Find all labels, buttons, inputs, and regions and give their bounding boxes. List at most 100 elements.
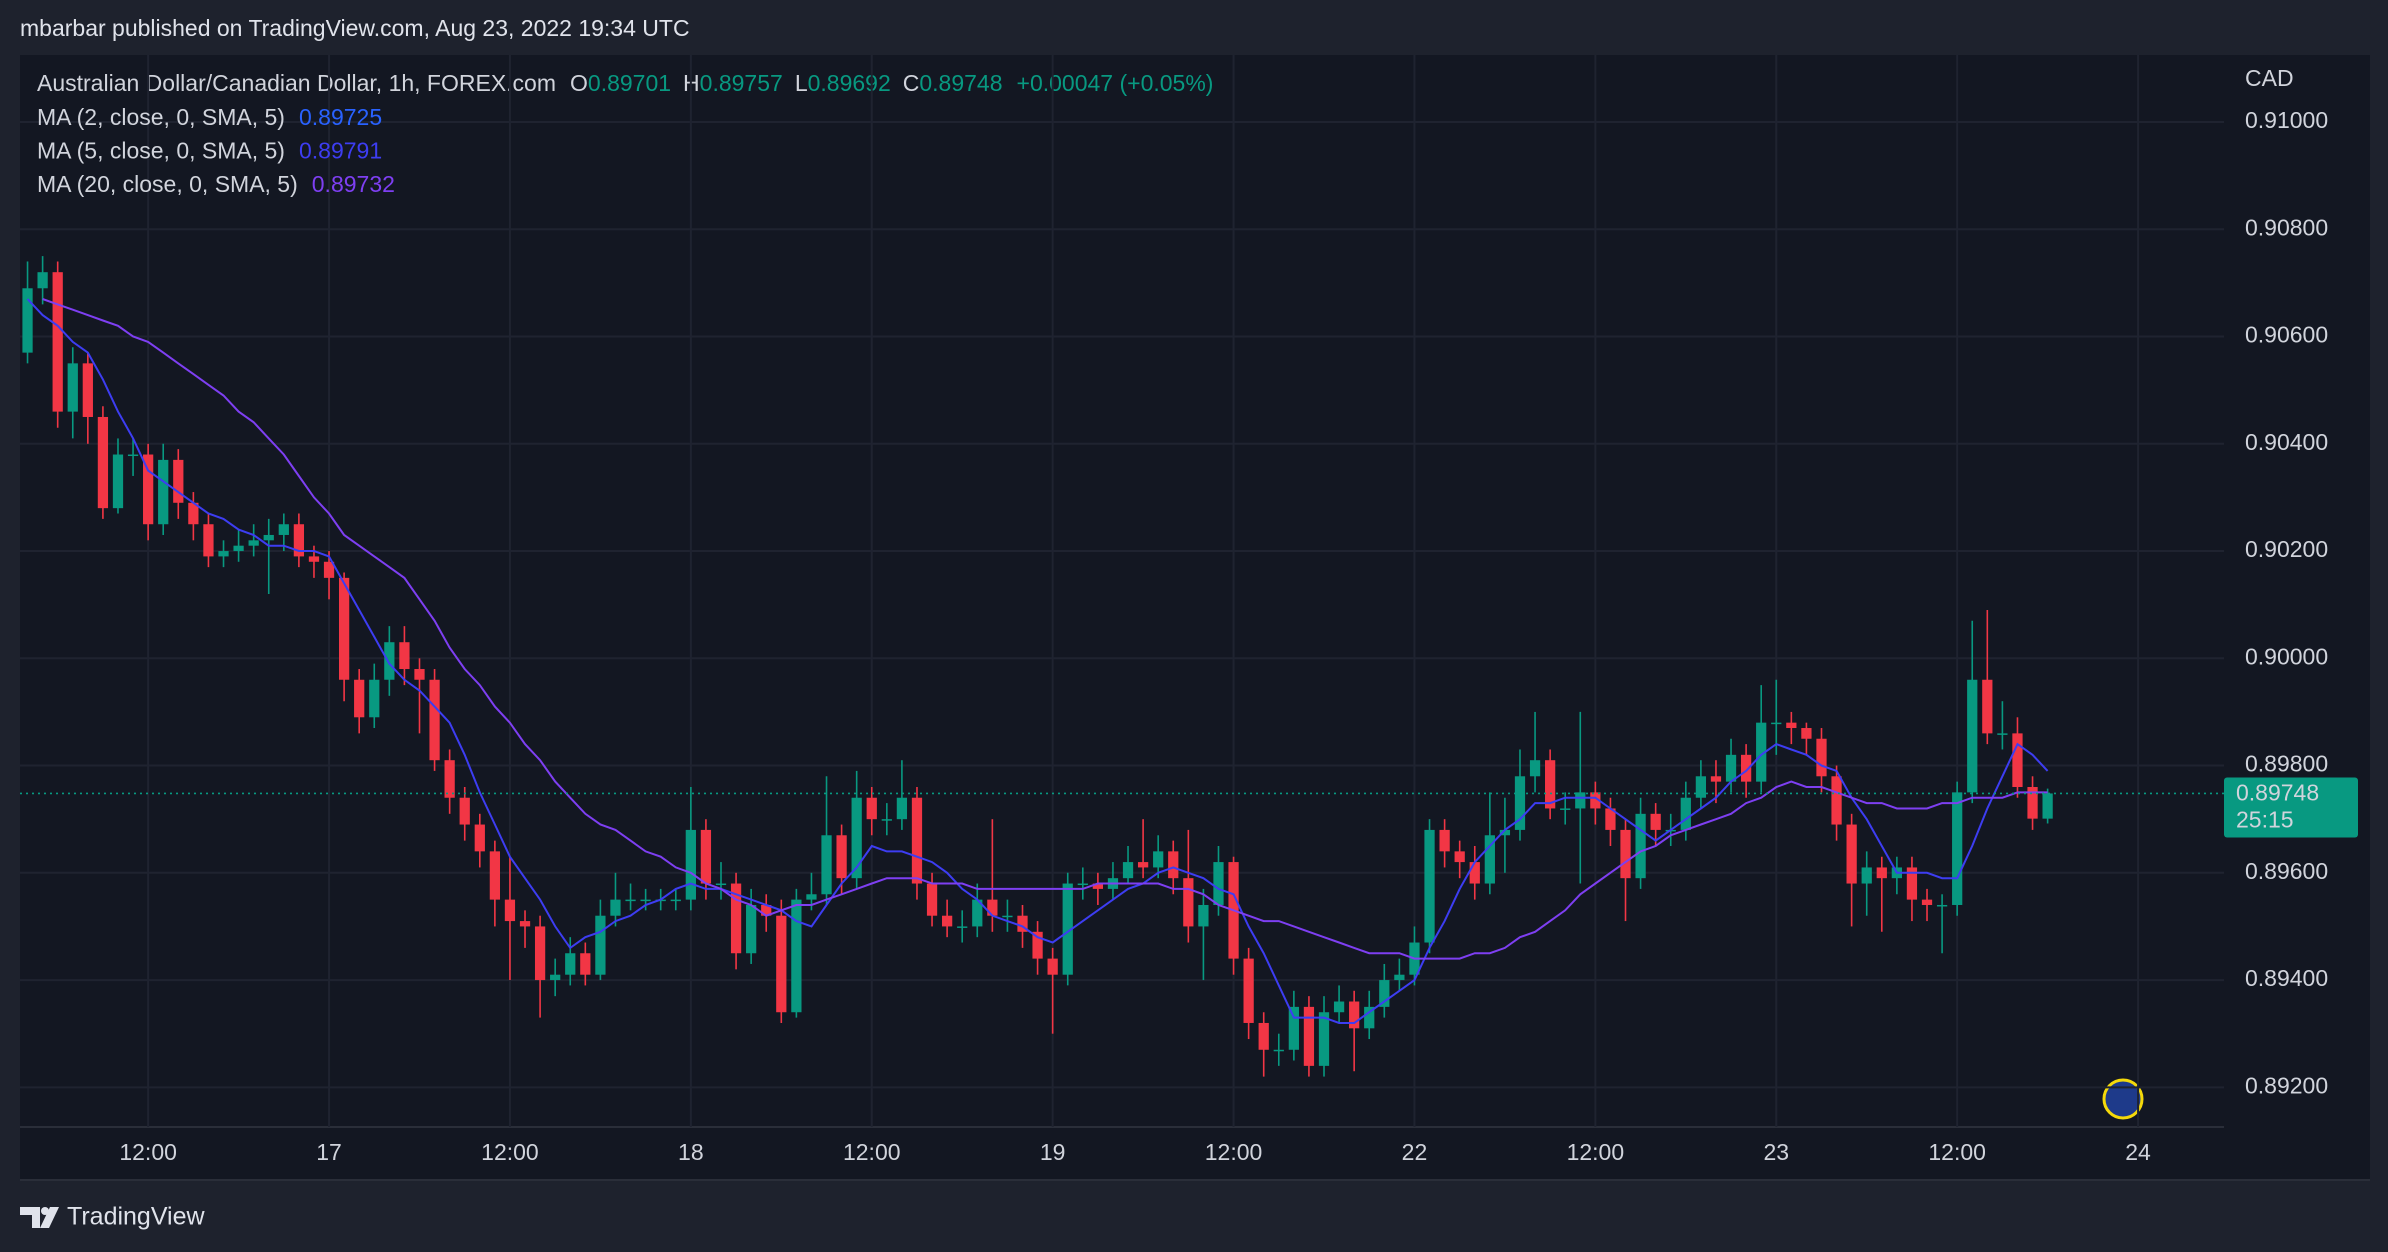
candle-body <box>1198 904 1209 927</box>
candle-body <box>1454 851 1465 863</box>
x-tick-label: 24 <box>2125 1139 2151 1165</box>
candle-body <box>1605 808 1616 830</box>
candle-body <box>248 540 259 546</box>
y-tick-label: 0.90000 <box>2245 643 2328 669</box>
candle-body <box>444 760 455 798</box>
logo-part <box>41 1207 49 1215</box>
x-tick-label: 19 <box>1040 1139 1066 1165</box>
grid <box>20 55 2224 1127</box>
candle-body <box>1318 1012 1330 1066</box>
candle-body <box>1439 829 1450 852</box>
candle-body <box>791 899 802 1013</box>
candle-body <box>685 829 696 900</box>
candle-body <box>1137 862 1149 868</box>
candle-body <box>1424 829 1435 943</box>
candle-body <box>97 416 109 509</box>
candle-body <box>1982 679 1993 734</box>
published-header: mbarbar published on TradingView.com, Au… <box>20 15 690 41</box>
candle-body <box>2042 793 2053 819</box>
candle-body <box>1303 1006 1315 1066</box>
candle-body <box>158 459 169 525</box>
logo-part <box>20 1207 40 1228</box>
candle-body <box>1349 1001 1360 1029</box>
candle-body <box>1710 776 1722 782</box>
ma-value: 0.89732 <box>312 171 395 197</box>
candle-body <box>67 363 78 412</box>
candle-body <box>550 974 561 981</box>
candle-body <box>1062 883 1073 975</box>
candle-body <box>1921 899 1933 905</box>
candle-body <box>1740 754 1752 782</box>
candle-body <box>1092 883 1104 889</box>
candle-body <box>52 272 63 412</box>
candle-body <box>233 545 244 552</box>
logo-part <box>40 1207 59 1228</box>
candle-body <box>595 915 606 975</box>
candle-body <box>1786 722 1797 729</box>
y-tick-label: 0.89200 <box>2245 1072 2328 1098</box>
country-flag-icon <box>2102 1078 2144 1120</box>
candles <box>22 256 2053 1077</box>
y-tick-label: 0.91000 <box>2245 107 2328 133</box>
candle-body <box>1273 1049 1284 1052</box>
candle-body <box>1333 1001 1345 1013</box>
candle-body <box>1288 1006 1299 1050</box>
candle-body <box>776 915 787 1013</box>
candle-body <box>1650 813 1661 830</box>
chart-panel <box>20 55 2370 1180</box>
countdown-label: 25:15 <box>2236 807 2294 833</box>
candle-body <box>188 502 199 525</box>
candle-body <box>308 556 320 562</box>
candle-body <box>1560 808 1571 810</box>
x-tick-label: 12:00 <box>481 1139 539 1165</box>
candle-body <box>82 363 93 417</box>
candle-body <box>1364 1006 1375 1029</box>
candle-body <box>1952 792 1963 905</box>
candle-body <box>761 904 772 916</box>
candle-body <box>1032 931 1043 959</box>
change-label: +0.00047 (+0.05%) <box>1017 70 1214 96</box>
candle-body <box>1620 829 1631 879</box>
ma-name: MA (5, close, 0, SMA, 5) <box>37 138 285 164</box>
candle-body <box>414 669 425 680</box>
candle-body <box>926 883 938 916</box>
ma-legend: MA (20, close, 0, SMA, 5) 0.89732 <box>37 171 395 197</box>
ohlc-value: 0.89692 <box>808 70 891 96</box>
candle-body <box>173 459 184 503</box>
candle-body <box>489 851 500 900</box>
candle-body <box>1469 862 1480 884</box>
candle-body <box>1514 776 1526 830</box>
candle-body <box>1906 867 1918 900</box>
candle-body <box>700 829 712 884</box>
candle-body <box>1168 851 1179 879</box>
candle-body <box>338 577 350 680</box>
ohlc-value: 0.89748 <box>919 70 1002 96</box>
candle-body <box>1183 878 1194 927</box>
candle-body <box>610 899 621 916</box>
candle-body <box>1801 728 1812 739</box>
candle-body <box>1213 862 1224 905</box>
candle-body <box>851 797 862 879</box>
candle-body <box>323 561 335 578</box>
candle-body <box>715 883 727 886</box>
candle-body <box>911 797 923 884</box>
candle-body <box>1876 867 1887 879</box>
candle-body <box>504 899 516 922</box>
candle-body <box>1831 776 1842 825</box>
candle-body <box>866 797 877 820</box>
candle-body <box>1499 829 1511 836</box>
candle-body <box>987 899 998 916</box>
candle-body <box>670 899 681 902</box>
candle-body <box>1122 862 1134 879</box>
candle-body <box>806 894 817 900</box>
candle-body <box>1394 974 1405 981</box>
candle-body <box>1077 883 1088 886</box>
x-tick-label: 12:00 <box>1928 1139 1986 1165</box>
ohlc-label: O <box>570 70 588 96</box>
ohlc-value: 0.89701 <box>588 70 671 96</box>
candle-body <box>896 797 908 820</box>
candle-body <box>1590 792 1601 809</box>
candle-body <box>1002 915 1013 918</box>
y-tick-label: 0.89800 <box>2245 751 2328 777</box>
